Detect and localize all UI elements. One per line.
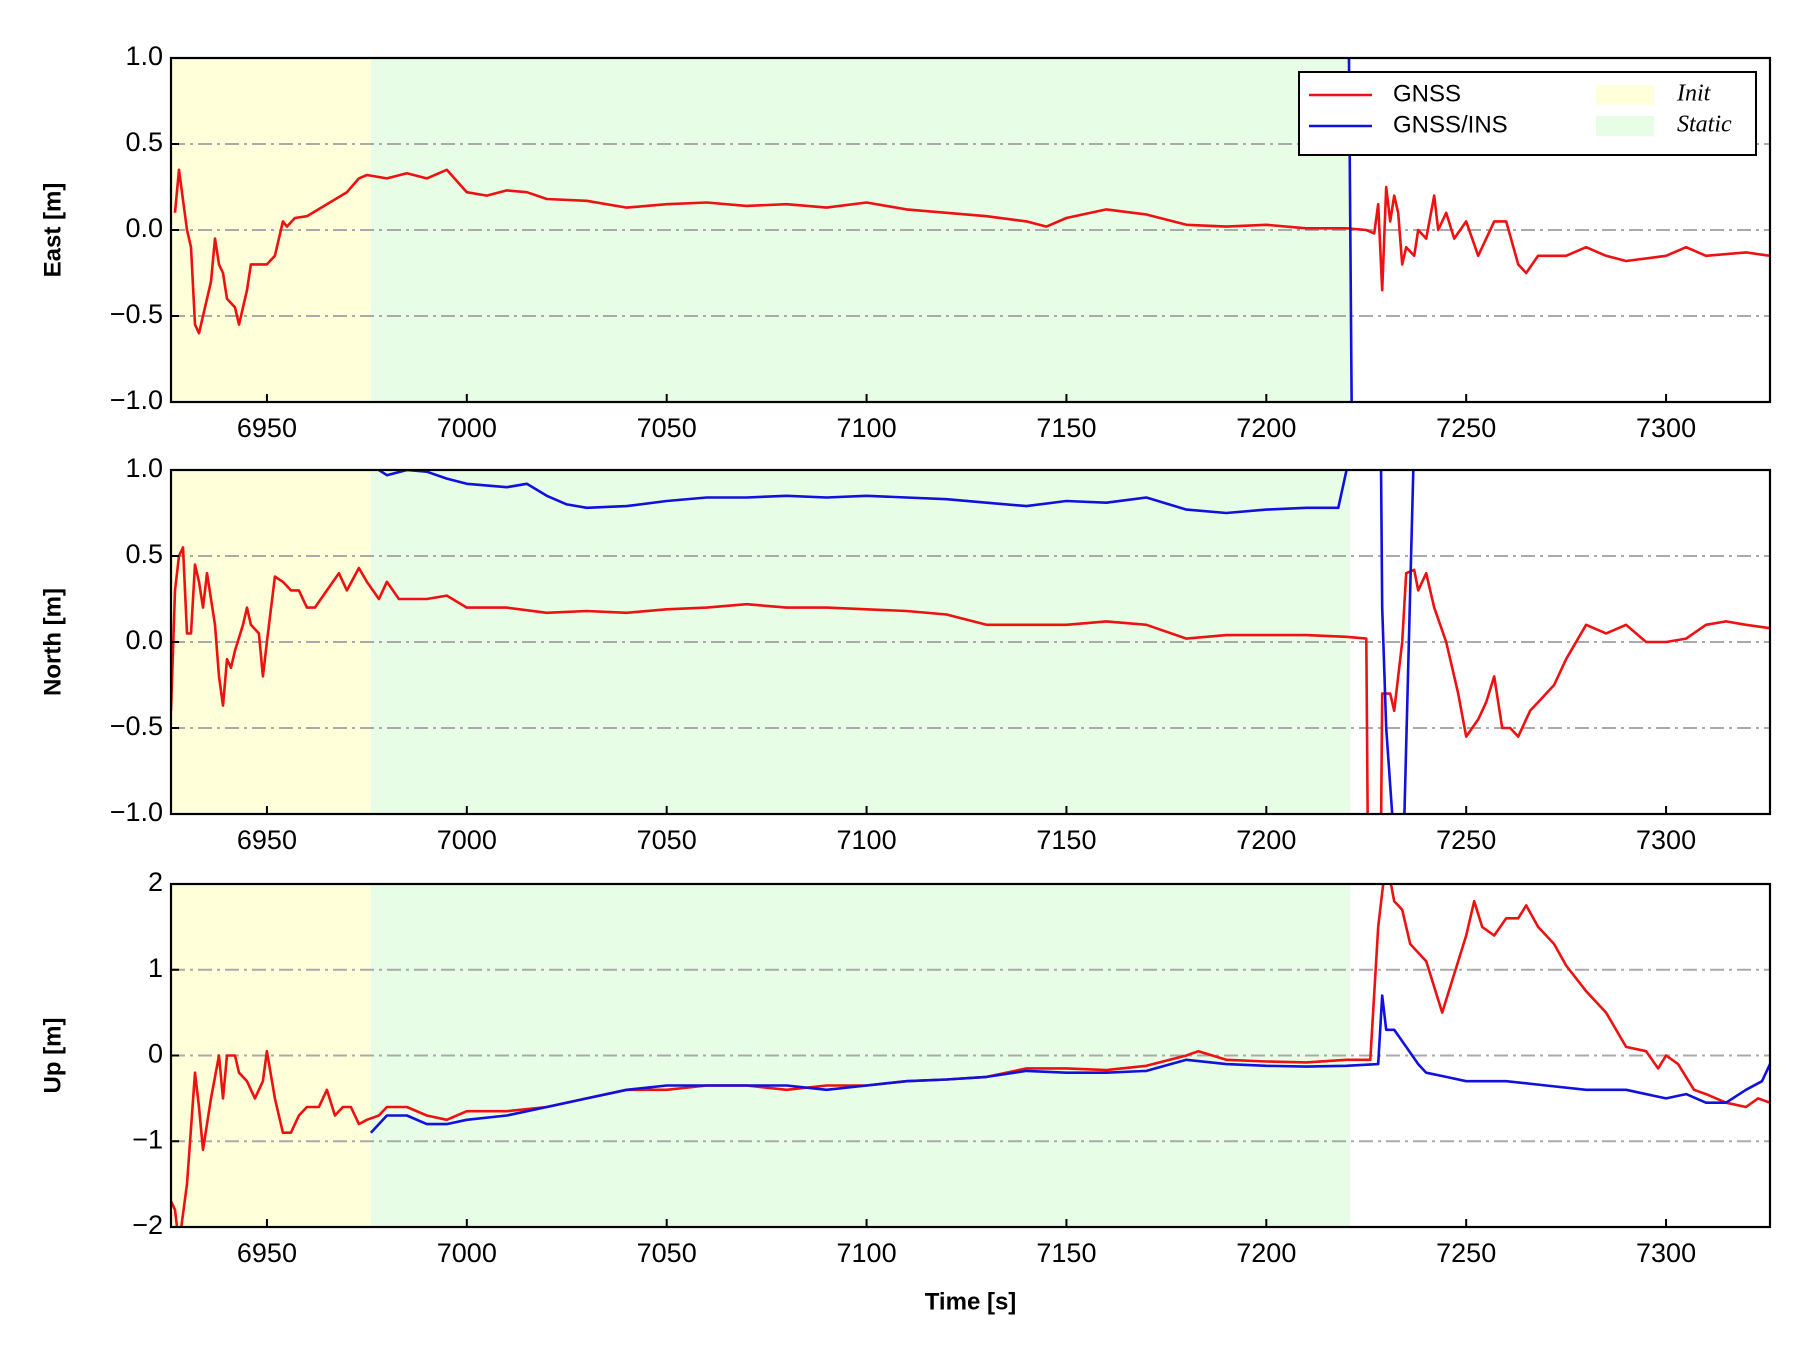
y-tick-label: 0.5: [125, 127, 163, 157]
x-tick-label: 7000: [437, 413, 497, 443]
legend-label: Init: [1676, 81, 1712, 107]
x-tick-label: 7050: [637, 1238, 697, 1268]
legend-patch: [1596, 85, 1654, 105]
y-tick-label: −1.0: [110, 797, 163, 827]
y-axis-label: North [m]: [39, 588, 66, 696]
x-tick-label: 7050: [637, 825, 697, 855]
x-tick-label: 6950: [237, 825, 297, 855]
x-tick-label: 7000: [437, 825, 497, 855]
line: [1347, 58, 1353, 402]
x-tick-label: 7100: [837, 1238, 897, 1268]
line: [378, 470, 1415, 814]
legend-label: GNSS: [1393, 80, 1461, 107]
x-tick-label: 7300: [1636, 1238, 1696, 1268]
x-tick-label: 7200: [1236, 1238, 1296, 1268]
plot-area: [171, 884, 1770, 1227]
legend-label: Static: [1677, 112, 1732, 138]
x-tick-label: 7000: [437, 1238, 497, 1268]
y-tick-label: 1: [148, 953, 163, 983]
x-tick-label: 7100: [837, 825, 897, 855]
y-tick-label: 1.0: [125, 41, 163, 71]
x-tick-label: 7150: [1036, 413, 1096, 443]
legend-label: GNSS/INS: [1393, 111, 1508, 138]
y-tick-label: 0.0: [125, 625, 163, 655]
x-tick-label: 7300: [1636, 825, 1696, 855]
y-tick-label: −1: [132, 1124, 163, 1154]
y-tick-label: 1.0: [125, 453, 163, 483]
plot-area: [171, 470, 1770, 814]
line: [369, 994, 1770, 1134]
x-tick-label: 7250: [1436, 825, 1496, 855]
y-tick-label: 0.5: [125, 539, 163, 569]
y-tick-label: 2: [148, 867, 163, 897]
y-tick-label: −0.5: [110, 299, 163, 329]
x-tick-label: 7150: [1036, 1238, 1096, 1268]
x-tick-label: 7050: [637, 413, 697, 443]
legend: GNSS GNSS/INS Init Static: [1298, 71, 1757, 156]
line: [171, 546, 1770, 814]
x-tick-label: 7200: [1236, 413, 1296, 443]
legend-patch: [1596, 116, 1654, 136]
x-tick-label: 7300: [1636, 413, 1696, 443]
y-tick-label: −0.5: [110, 711, 163, 741]
y-tick-label: −1.0: [110, 385, 163, 415]
y-tick-label: 0: [148, 1039, 163, 1069]
y-tick-label: 0.0: [125, 213, 163, 243]
plot-area: [171, 58, 1770, 402]
x-axis-label: Time [s]: [925, 1288, 1017, 1315]
line: [173, 168, 1770, 335]
x-tick-label: 7200: [1236, 825, 1296, 855]
x-tick-label: 7100: [837, 413, 897, 443]
x-tick-label: 7250: [1436, 413, 1496, 443]
x-tick-label: 6950: [237, 1238, 297, 1268]
x-tick-label: 6950: [237, 413, 297, 443]
y-axis-label: Up [m]: [39, 1018, 66, 1094]
y-axis-label: East [m]: [39, 183, 66, 278]
x-tick-label: 7250: [1436, 1238, 1496, 1268]
y-tick-label: −2: [132, 1210, 163, 1240]
x-tick-label: 7150: [1036, 825, 1096, 855]
legend-frame: [1298, 71, 1757, 156]
